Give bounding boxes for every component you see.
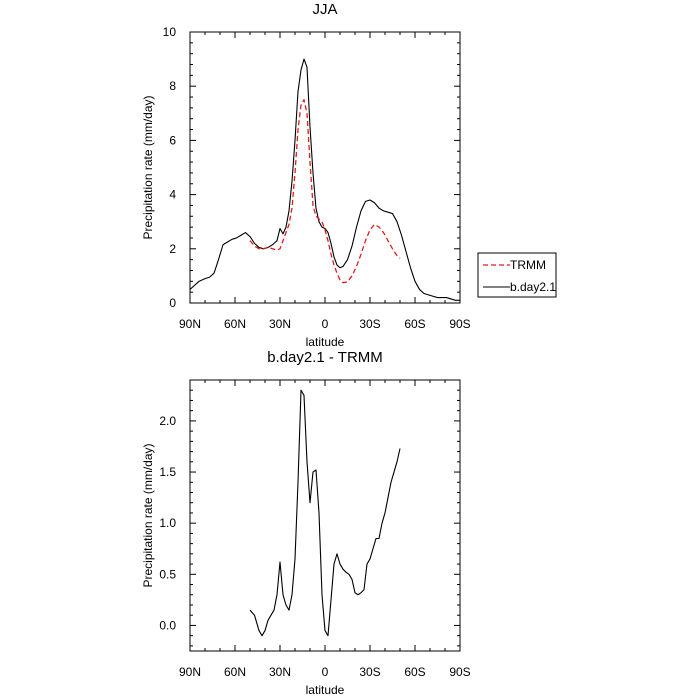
- bottom-chart-title: b.day2.1 - TRMM: [267, 349, 383, 366]
- bottom-chart-y-axis-label: Precipitation rate (mm/day): [141, 443, 155, 587]
- top-chart-y-ticks: 0 2 4 6 8 10: [163, 25, 460, 310]
- top-chart-line-b-day2-1: [189, 58, 460, 301]
- bottom-chart-panel: b.day2.1 - TRMM 90N 60N 30N 0 30S 60S 90S 0.00…: [141, 349, 471, 697]
- bottom-chart-y-tick-label: 0.5: [159, 567, 176, 581]
- bottom-chart-line-series-0: [249, 389, 401, 637]
- bottom-chart-y-ticks: 0.0 0.5 1.0 1.5 2.0: [159, 379, 460, 647]
- top-chart-y-axis-label: Precipitation rate (mm/day): [141, 95, 155, 239]
- top-chart-plot-frame: [189, 31, 461, 304]
- top-chart-x-tick-label: 60N: [224, 317, 246, 331]
- bottom-chart-x-tick-label: 60N: [224, 665, 246, 679]
- bottom-chart-x-tick-label: 30S: [359, 665, 380, 679]
- bottom-chart-x-tick-label: 30N: [269, 665, 291, 679]
- legend-label-trmm: TRMM: [510, 258, 546, 272]
- top-chart-marks: [189, 58, 460, 301]
- top-chart-x-tick-label: 30N: [269, 317, 291, 331]
- bottom-chart-plot-frame: [189, 379, 461, 652]
- top-chart-title: JJA: [312, 1, 337, 18]
- bottom-chart-x-tick-label: 60S: [404, 665, 425, 679]
- top-chart-x-tick-label: 90N: [179, 317, 201, 331]
- bottom-chart-x-axis-label: latitude: [306, 683, 345, 697]
- top-chart-legend: TRMM b.day2.1: [477, 252, 557, 298]
- bottom-chart-x-tick-label: 90S: [449, 665, 470, 679]
- bottom-chart-y-tick-label: 1.0: [159, 516, 176, 530]
- bottom-chart-x-tick-label: 0: [322, 665, 329, 679]
- top-chart-y-tick-label: 6: [169, 133, 176, 147]
- bottom-chart-x-tick-label: 90N: [179, 665, 201, 679]
- top-chart-x-axis-label: latitude: [306, 335, 345, 349]
- bottom-chart-y-tick-label: 1.5: [159, 465, 176, 479]
- top-chart-panel: JJA 90N 60N 30N 0 30S 60S 90S 0 2 4 6 8 10 latitude…: [141, 1, 557, 349]
- top-chart-y-tick-label: 2: [169, 242, 176, 256]
- legend-label-bday21: b.day2.1: [510, 280, 556, 294]
- top-chart-x-ticks: 90N 60N 30N 0 30S 60S 90S: [179, 32, 471, 331]
- top-chart-y-tick-label: 4: [169, 188, 176, 202]
- bottom-chart-y-tick-label: 0.0: [159, 618, 176, 632]
- legend-box: [477, 252, 557, 298]
- top-chart-x-tick-label: 90S: [449, 317, 470, 331]
- top-chart-line-trmm: [249, 99, 401, 284]
- bottom-chart-y-tick-label: 2.0: [159, 414, 176, 428]
- top-chart-x-tick-label: 60S: [404, 317, 425, 331]
- bottom-chart-marks: [249, 389, 401, 637]
- top-chart-y-tick-label: 10: [163, 25, 177, 39]
- bottom-chart-x-ticks: 90N 60N 30N 0 30S 60S 90S: [179, 380, 471, 679]
- top-chart-x-tick-label: 30S: [359, 317, 380, 331]
- top-chart-x-tick-label: 0: [322, 317, 329, 331]
- top-chart-y-tick-label: 8: [169, 79, 176, 93]
- top-chart-y-tick-label: 0: [169, 296, 176, 310]
